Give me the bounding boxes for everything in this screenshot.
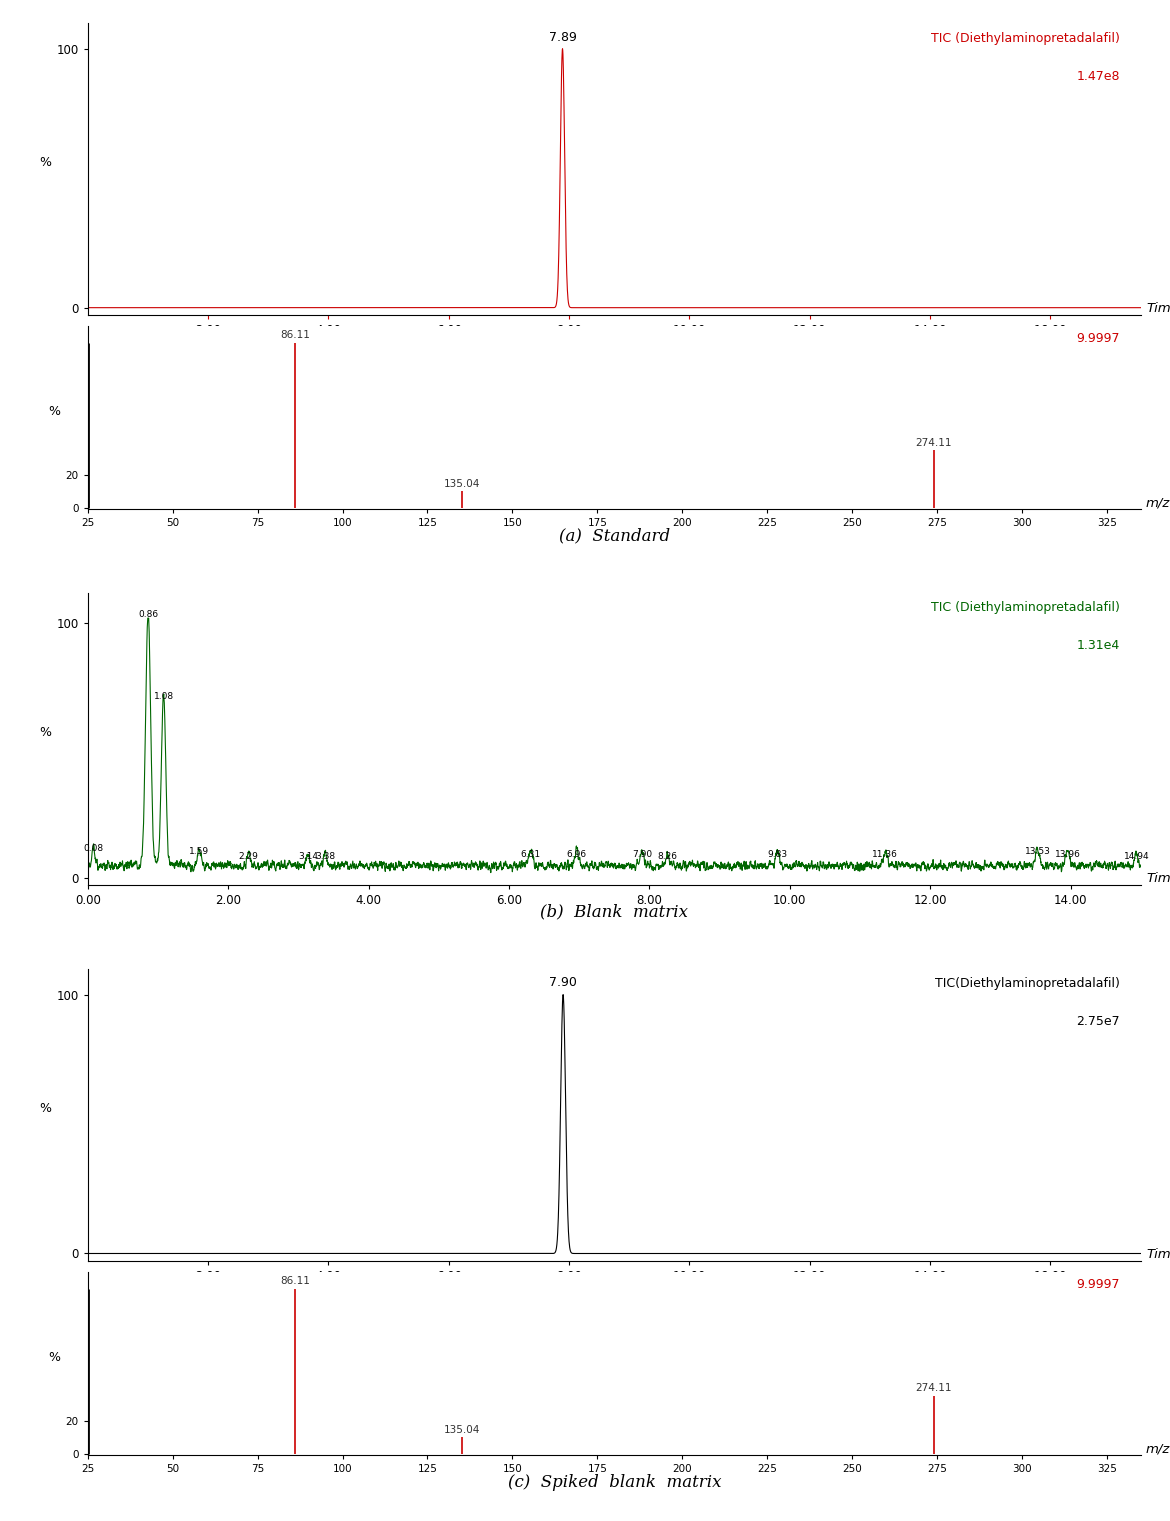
Text: 7.89: 7.89 xyxy=(549,30,577,44)
Text: TIC (Diethylaminopretadalafil): TIC (Diethylaminopretadalafil) xyxy=(931,601,1120,614)
Text: Time: Time xyxy=(1145,873,1170,885)
Text: 1.59: 1.59 xyxy=(190,847,209,856)
Y-axis label: %: % xyxy=(48,405,61,418)
Text: 7.90: 7.90 xyxy=(632,850,653,858)
Text: Time: Time xyxy=(1145,1249,1170,1261)
Text: 274.11: 274.11 xyxy=(916,438,952,447)
Text: 13.96: 13.96 xyxy=(1055,850,1081,858)
Text: 13.53: 13.53 xyxy=(1025,847,1051,856)
Text: 135.04: 135.04 xyxy=(443,1425,480,1434)
Text: 14.94: 14.94 xyxy=(1123,852,1149,861)
Text: (a)  Standard: (a) Standard xyxy=(559,528,669,545)
Text: 3.38: 3.38 xyxy=(315,852,335,861)
Text: 2.29: 2.29 xyxy=(239,852,259,861)
Y-axis label: %: % xyxy=(48,1351,61,1364)
Text: Time: Time xyxy=(1145,303,1170,315)
Text: 6.31: 6.31 xyxy=(521,850,541,858)
Text: m/z: m/z xyxy=(1145,1442,1170,1456)
Text: 86.11: 86.11 xyxy=(281,1276,310,1287)
Text: (b)  Blank  matrix: (b) Blank matrix xyxy=(541,903,688,920)
Text: 135.04: 135.04 xyxy=(443,479,480,488)
Text: 0.86: 0.86 xyxy=(138,610,158,619)
Text: 1.47e8: 1.47e8 xyxy=(1076,70,1120,82)
Text: 274.11: 274.11 xyxy=(916,1384,952,1393)
Text: 9.9997: 9.9997 xyxy=(1076,332,1120,345)
Text: 86.11: 86.11 xyxy=(281,330,310,341)
Text: 3.14: 3.14 xyxy=(298,852,318,861)
Text: TIC (Diethylaminopretadalafil): TIC (Diethylaminopretadalafil) xyxy=(931,32,1120,44)
Text: m/z: m/z xyxy=(1145,496,1170,510)
Y-axis label: %: % xyxy=(40,157,51,169)
Y-axis label: %: % xyxy=(40,726,51,739)
Text: 9.9997: 9.9997 xyxy=(1076,1278,1120,1291)
Text: 1.31e4: 1.31e4 xyxy=(1076,639,1120,653)
Text: TIC(Diethylaminopretadalafil): TIC(Diethylaminopretadalafil) xyxy=(935,978,1120,990)
Text: 8.26: 8.26 xyxy=(658,852,677,861)
Text: 0.08: 0.08 xyxy=(83,844,103,853)
Y-axis label: %: % xyxy=(40,1101,51,1115)
Text: 9.83: 9.83 xyxy=(768,850,787,858)
Text: 6.96: 6.96 xyxy=(566,850,586,858)
Text: 7.90: 7.90 xyxy=(549,976,577,989)
Text: 11.36: 11.36 xyxy=(873,850,899,858)
Text: (c)  Spiked  blank  matrix: (c) Spiked blank matrix xyxy=(508,1474,721,1491)
Text: 1.08: 1.08 xyxy=(153,692,173,701)
Text: 2.75e7: 2.75e7 xyxy=(1076,1016,1120,1028)
